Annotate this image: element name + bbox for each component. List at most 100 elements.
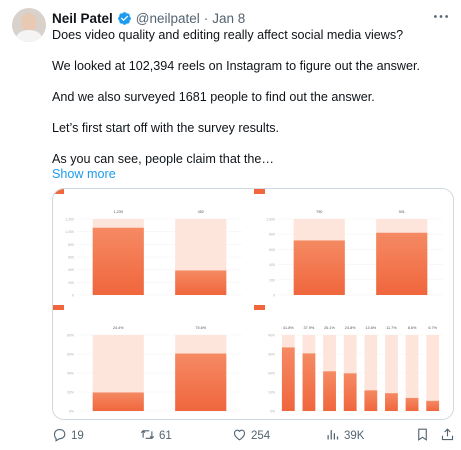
- share-icon: [440, 427, 455, 445]
- y-tick-label: 600: [68, 256, 74, 260]
- bar-value-label: 37.9%: [304, 326, 315, 330]
- bar: [405, 397, 419, 411]
- bar-value-label: 790: [316, 210, 322, 214]
- show-more-link[interactable]: Show more: [52, 167, 116, 181]
- tweet-paragraph: We looked at 102,394 reels on Instagram …: [52, 59, 421, 73]
- reply-count: 19: [71, 430, 84, 442]
- y-tick-label: 800: [269, 233, 275, 237]
- bar: [426, 400, 440, 411]
- y-tick-label: 0%: [270, 410, 275, 414]
- chart-svg: 40% 30% 20% 10% 0% 41.8% 37.9% 26.1% 24.8% 13.6% 1…: [268, 326, 443, 414]
- y-tick-label: 80%: [67, 334, 74, 338]
- bar: [385, 393, 398, 411]
- avatar-head: [21, 13, 37, 32]
- reply-icon: [52, 427, 71, 445]
- share-button[interactable]: [440, 427, 455, 445]
- chart-image-1[interactable]: 1,200 1,000 800 600 400 200 0 1,239 452: [53, 189, 252, 303]
- bar-value-label: 452: [198, 210, 204, 214]
- media-grid[interactable]: 1,200 1,000 800 600 400 200 0 1,239 452 1,000 800…: [52, 188, 454, 420]
- bar-value-label: 13.6%: [365, 326, 376, 330]
- views-count: 39K: [344, 430, 365, 442]
- tweet-text: Does video quality and editing really af…: [52, 28, 447, 183]
- y-tick-label: 20%: [67, 391, 74, 395]
- y-tick-label: 600: [269, 248, 275, 252]
- bar-background: [426, 335, 440, 411]
- bar-value-label: 24.4%: [113, 326, 124, 330]
- tweet-paragraph: As you can see, people claim that the…: [52, 152, 274, 166]
- bar-value-label: 6.7%: [428, 326, 437, 330]
- repost-count: 61: [159, 430, 172, 442]
- y-tick-label: 400: [269, 263, 275, 267]
- bar: [175, 353, 227, 411]
- bar: [293, 240, 345, 295]
- bar-background: [405, 335, 419, 411]
- media-divider: [53, 303, 453, 305]
- views-icon: [325, 427, 344, 445]
- bar: [376, 232, 428, 295]
- chart-svg: 1,000 800 600 400 200 0 790 901: [266, 210, 443, 298]
- reply-button[interactable]: 19: [52, 427, 84, 445]
- bar-value-label: 1,239: [113, 210, 123, 214]
- bar: [364, 390, 378, 411]
- y-tick-label: 40%: [268, 334, 275, 338]
- bar: [302, 353, 316, 411]
- repost-icon: [140, 427, 159, 445]
- tweet-paragraph: And we also surveyed 1681 people to find…: [52, 90, 375, 104]
- chart-tag: [254, 189, 265, 194]
- bookmark-icon: [415, 427, 430, 445]
- tweet-header: Neil Patel @neilpatel · Jan 8: [52, 9, 245, 27]
- y-tick-label: 0%: [69, 410, 74, 414]
- author-name[interactable]: Neil Patel: [52, 10, 113, 26]
- y-tick-label: 400: [68, 268, 74, 272]
- like-icon: [232, 427, 251, 445]
- action-bar: 19 61 254 39K: [52, 427, 455, 445]
- like-count: 254: [251, 430, 271, 442]
- avatar-body: [16, 30, 42, 42]
- bar-value-label: 24.8%: [345, 326, 356, 330]
- bar-value-label: 26.1%: [324, 326, 335, 330]
- y-tick-label: 40%: [67, 372, 74, 376]
- chart-svg: 80% 60% 40% 20% 0% 24.4% 75.6%: [67, 326, 242, 414]
- chart-image-3[interactable]: 80% 60% 40% 20% 0% 24.4% 75.6%: [53, 305, 252, 419]
- tweet-paragraph: Let’s first start off with the survey re…: [52, 121, 280, 135]
- chart-image-2[interactable]: 1,000 800 600 400 200 0 790 901: [254, 189, 453, 303]
- y-tick-label: 1,000: [266, 218, 275, 222]
- y-tick-label: 800: [68, 243, 74, 247]
- y-tick-label: 200: [68, 281, 74, 285]
- verified-badge-icon: [117, 11, 132, 26]
- bar-background: [385, 335, 398, 411]
- avatar[interactable]: [12, 8, 46, 42]
- bar: [175, 270, 227, 295]
- header-separator: ·: [203, 10, 209, 26]
- y-tick-label: 0: [72, 294, 74, 298]
- y-tick-label: 60%: [67, 353, 74, 357]
- y-tick-label: 20%: [268, 372, 275, 376]
- chart-tag: [53, 305, 64, 310]
- bar: [92, 227, 144, 295]
- author-handle[interactable]: @neilpatel: [135, 10, 200, 26]
- bar-value-label: 11.7%: [386, 326, 397, 330]
- bar-value-label: 8.6%: [408, 326, 417, 330]
- y-tick-label: 200: [269, 278, 275, 282]
- repost-button[interactable]: 61: [140, 427, 172, 445]
- tweet-date[interactable]: Jan 8: [212, 10, 246, 26]
- bar: [323, 371, 336, 411]
- like-button[interactable]: 254: [232, 427, 270, 445]
- bar: [343, 373, 357, 411]
- y-tick-label: 30%: [268, 353, 275, 357]
- chart-tag: [53, 189, 64, 194]
- chart-svg: 1,200 1,000 800 600 400 200 0 1,239 452: [65, 210, 242, 298]
- y-tick-label: 0: [273, 294, 275, 298]
- y-tick-label: 1,200: [65, 218, 74, 222]
- more-icon[interactable]: [431, 8, 451, 24]
- bar-value-label: 75.6%: [195, 326, 206, 330]
- bar: [281, 347, 295, 411]
- chart-image-4[interactable]: 40% 30% 20% 10% 0% 41.8% 37.9% 26.1% 24.8% 13.6% 1…: [254, 305, 453, 419]
- y-tick-label: 1,000: [65, 230, 74, 234]
- views-button[interactable]: 39K: [325, 427, 364, 445]
- tweet-paragraph: Does video quality and editing really af…: [52, 28, 404, 42]
- y-tick-label: 10%: [268, 391, 275, 395]
- bar-value-label: 901: [399, 210, 405, 214]
- bookmark-button[interactable]: [415, 427, 430, 445]
